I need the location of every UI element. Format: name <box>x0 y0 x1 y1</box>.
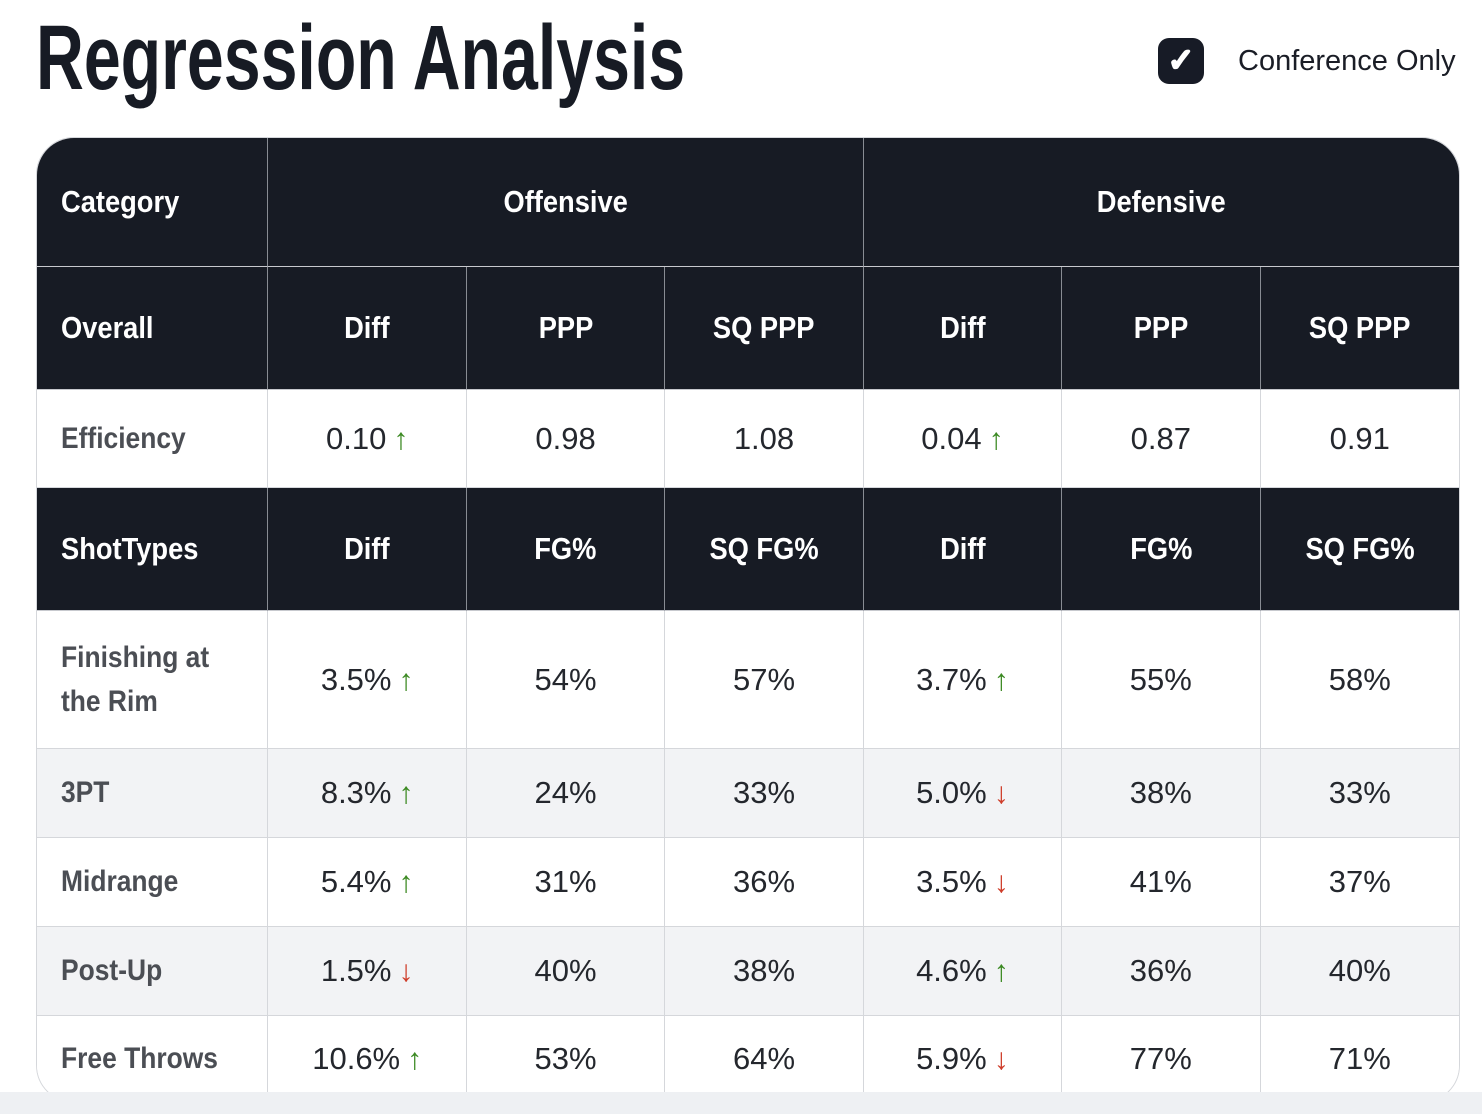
finishing-off-diff: 3.5% ↑ <box>268 611 467 749</box>
overall-header-row: Overall Diff PPP SQ PPP Diff PPP SQ PPP <box>37 267 1459 390</box>
trend-arrow-icon: ↑ <box>398 777 414 810</box>
off-fg-header: FG% <box>466 488 666 611</box>
def-diff-header-2: Diff <box>863 488 1063 611</box>
trend-arrow-icon: ↑ <box>407 1043 423 1076</box>
threept-def-sqfg: 33% <box>1260 749 1459 838</box>
shot-row-postup: Post-Up 1.5% ↓ 40% 38% 4.6% ↑ 36% 40% <box>37 927 1459 1016</box>
efficiency-off-ppp: 0.98 <box>466 390 666 488</box>
finishing-off-fg: 54% <box>466 611 666 749</box>
regression-table: Category Offensive Defensive Overall Dif… <box>37 138 1459 1102</box>
trend-arrow-icon: ↓ <box>398 955 414 988</box>
freethrows-label: Free Throws <box>37 1016 269 1102</box>
off-ppp-header: PPP <box>466 267 666 390</box>
shottypes-header-row: ShotTypes Diff FG% SQ FG% Diff FG% SQ FG… <box>37 488 1459 611</box>
efficiency-label: Efficiency <box>37 390 269 488</box>
category-header-cell: Category <box>37 138 269 267</box>
shot-row-midrange: Midrange 5.4% ↑ 31% 36% 3.5% ↓ 41% 37% <box>37 838 1459 927</box>
trend-arrow-icon: ↑ <box>993 955 1009 988</box>
midrange-off-fg: 31% <box>466 838 666 927</box>
finishing-def-fg: 55% <box>1062 611 1261 749</box>
threept-off-diff: 8.3% ↑ <box>268 749 467 838</box>
off-sqfg-header: SQ FG% <box>665 488 864 611</box>
conference-only-checkbox[interactable]: ✓ Conference Only <box>1158 38 1456 84</box>
midrange-off-diff: 5.4% ↑ <box>268 838 467 927</box>
midrange-def-fg: 41% <box>1062 838 1261 927</box>
efficiency-row: Efficiency 0.10 ↑ 0.98 1.08 0.04 ↑ 0.87 0.… <box>37 390 1459 488</box>
page-title: Regression Analysis <box>36 7 686 109</box>
overall-header-cell: Overall <box>37 267 269 390</box>
shottypes-header-cell: ShotTypes <box>37 488 269 611</box>
finishing-off-sqfg: 57% <box>665 611 864 749</box>
shot-row-3pt: 3PT 8.3% ↑ 24% 33% 5.0% ↓ 38% 33% <box>37 749 1459 838</box>
finishing-label: Finishing at the Rim <box>37 611 269 749</box>
threept-label: 3PT <box>37 749 269 838</box>
efficiency-def-diff: 0.04 ↑ <box>863 390 1063 488</box>
freethrows-off-fg: 53% <box>466 1016 666 1102</box>
def-diff-header: Diff <box>863 267 1063 390</box>
trend-arrow-icon: ↑ <box>398 663 414 697</box>
trend-arrow-icon: ↑ <box>393 422 409 456</box>
trend-arrow-icon: ↓ <box>993 866 1009 899</box>
efficiency-off-diff: 0.10 ↑ <box>268 390 467 488</box>
freethrows-def-sqfg: 71% <box>1260 1016 1459 1102</box>
checkmark-icon: ✓ <box>1167 42 1195 78</box>
trend-arrow-icon: ↑ <box>398 866 414 899</box>
trend-arrow-icon: ↓ <box>993 777 1009 810</box>
page-bottom-strip <box>0 1092 1482 1114</box>
threept-off-sqfg: 33% <box>665 749 864 838</box>
postup-def-diff: 4.6% ↑ <box>863 927 1063 1016</box>
postup-off-sqfg: 38% <box>665 927 864 1016</box>
off-sqppp-header: SQ PPP <box>665 267 864 390</box>
def-ppp-header: PPP <box>1062 267 1261 390</box>
finishing-def-sqfg: 58% <box>1260 611 1459 749</box>
efficiency-def-ppp: 0.87 <box>1062 390 1261 488</box>
trend-arrow-icon: ↑ <box>988 422 1004 456</box>
threept-def-fg: 38% <box>1062 749 1261 838</box>
freethrows-off-diff: 10.6% ↑ <box>268 1016 467 1102</box>
off-diff-header: Diff <box>268 267 467 390</box>
midrange-def-diff: 3.5% ↓ <box>863 838 1063 927</box>
midrange-label: Midrange <box>37 838 269 927</box>
threept-def-diff: 5.0% ↓ <box>863 749 1063 838</box>
regression-table-card: Category Offensive Defensive Overall Dif… <box>36 137 1460 1103</box>
freethrows-def-fg: 77% <box>1062 1016 1261 1102</box>
postup-off-fg: 40% <box>466 927 666 1016</box>
shot-row-freethrows: Free Throws 10.6% ↑ 53% 64% 5.9% ↓ 77% 71% <box>37 1016 1459 1102</box>
midrange-def-sqfg: 37% <box>1260 838 1459 927</box>
def-sqppp-header: SQ PPP <box>1260 267 1459 390</box>
offensive-group-header: Offensive <box>268 138 864 267</box>
efficiency-off-sqppp: 1.08 <box>665 390 864 488</box>
checkbox-box[interactable]: ✓ <box>1158 38 1204 84</box>
finishing-def-diff: 3.7% ↑ <box>863 611 1063 749</box>
midrange-off-sqfg: 36% <box>665 838 864 927</box>
postup-def-fg: 36% <box>1062 927 1261 1016</box>
threept-off-fg: 24% <box>466 749 666 838</box>
postup-off-diff: 1.5% ↓ <box>268 927 467 1016</box>
group-header-row: Category Offensive Defensive <box>37 138 1459 267</box>
freethrows-off-sqfg: 64% <box>665 1016 864 1102</box>
efficiency-def-sqppp: 0.91 <box>1260 390 1459 488</box>
defensive-group-header: Defensive <box>863 138 1459 267</box>
trend-arrow-icon: ↑ <box>993 663 1009 697</box>
freethrows-def-diff: 5.9% ↓ <box>863 1016 1063 1102</box>
off-diff-header-2: Diff <box>268 488 467 611</box>
postup-label: Post-Up <box>37 927 269 1016</box>
conference-only-label[interactable]: Conference Only <box>1238 44 1456 77</box>
postup-def-sqfg: 40% <box>1260 927 1459 1016</box>
trend-arrow-icon: ↓ <box>993 1043 1009 1076</box>
def-sqfg-header: SQ FG% <box>1260 488 1459 611</box>
shot-row-finishing: Finishing at the Rim 3.5% ↑ 54% 57% 3.7% ↑… <box>37 611 1459 749</box>
def-fg-header: FG% <box>1062 488 1261 611</box>
